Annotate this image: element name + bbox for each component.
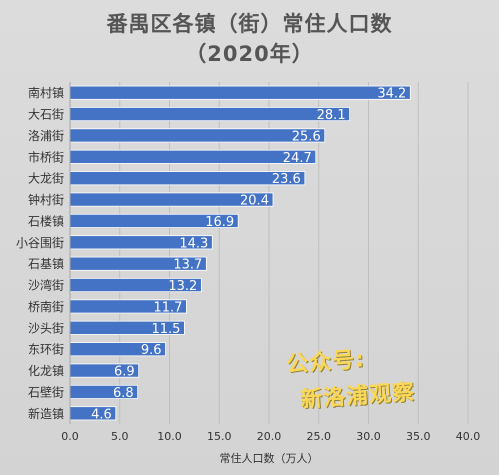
- x-tick-label: 10.0: [157, 430, 182, 443]
- data-label: 20.4: [240, 194, 269, 209]
- data-label: 6.8: [113, 386, 134, 401]
- data-label: 25.6: [292, 129, 321, 144]
- category-label: 钟村街: [28, 192, 64, 207]
- chart-title: 番禺区各镇（街）常住人口数: [106, 12, 393, 36]
- data-label: 34.2: [377, 87, 406, 102]
- bar: [69, 107, 350, 122]
- data-label: 13.2: [168, 279, 197, 294]
- data-label: 4.6: [91, 407, 112, 422]
- data-label: 16.9: [205, 215, 234, 230]
- bar: [69, 171, 306, 186]
- data-label: 14.3: [179, 236, 208, 251]
- bar: [69, 128, 326, 143]
- data-label: 11.7: [153, 300, 182, 315]
- category-label: 沙头街: [28, 321, 64, 335]
- data-label: 28.1: [317, 108, 346, 123]
- data-label: 9.6: [141, 343, 162, 358]
- category-label: 市桥街: [28, 149, 64, 164]
- bar: [69, 149, 317, 164]
- category-label: 洛浦街: [28, 128, 64, 143]
- category-label: 南村镇: [28, 85, 64, 100]
- data-label: 11.5: [151, 322, 180, 337]
- category-label: 化龙镇: [28, 364, 64, 378]
- x-tick-label: 25.0: [307, 430, 332, 443]
- category-label: 桥南街: [28, 299, 64, 314]
- category-label: 大石街: [28, 108, 64, 122]
- data-label: 6.9: [114, 365, 135, 380]
- category-label: 石基镇: [28, 257, 64, 271]
- x-tick-label: 20.0: [257, 430, 282, 443]
- category-label: 石壁街: [28, 384, 64, 399]
- chart-subtitle: （2020年）: [185, 42, 314, 66]
- data-label: 24.7: [283, 151, 312, 166]
- x-tick-label: 15.0: [207, 430, 232, 443]
- x-tick-label: 5.0: [111, 430, 129, 443]
- data-label: 13.7: [173, 258, 202, 273]
- bar: [69, 85, 411, 100]
- x-tick-label: 30.0: [356, 430, 381, 443]
- x-tick-label: 35.0: [406, 430, 431, 443]
- data-label: 23.6: [272, 172, 301, 187]
- category-label: 大龙街: [28, 172, 64, 186]
- category-label: 小谷围街: [16, 236, 64, 250]
- x-tick-label: 40.0: [456, 430, 481, 443]
- category-label: 沙湾街: [28, 278, 64, 293]
- category-label: 石楼镇: [28, 213, 64, 228]
- category-label: 新造镇: [28, 406, 64, 421]
- category-label: 东环街: [28, 343, 64, 357]
- x-tick-label: 0.0: [61, 430, 79, 443]
- x-axis-label: 常住人口数（万人）: [220, 451, 319, 465]
- watermark-line1: 公众号:: [285, 347, 366, 378]
